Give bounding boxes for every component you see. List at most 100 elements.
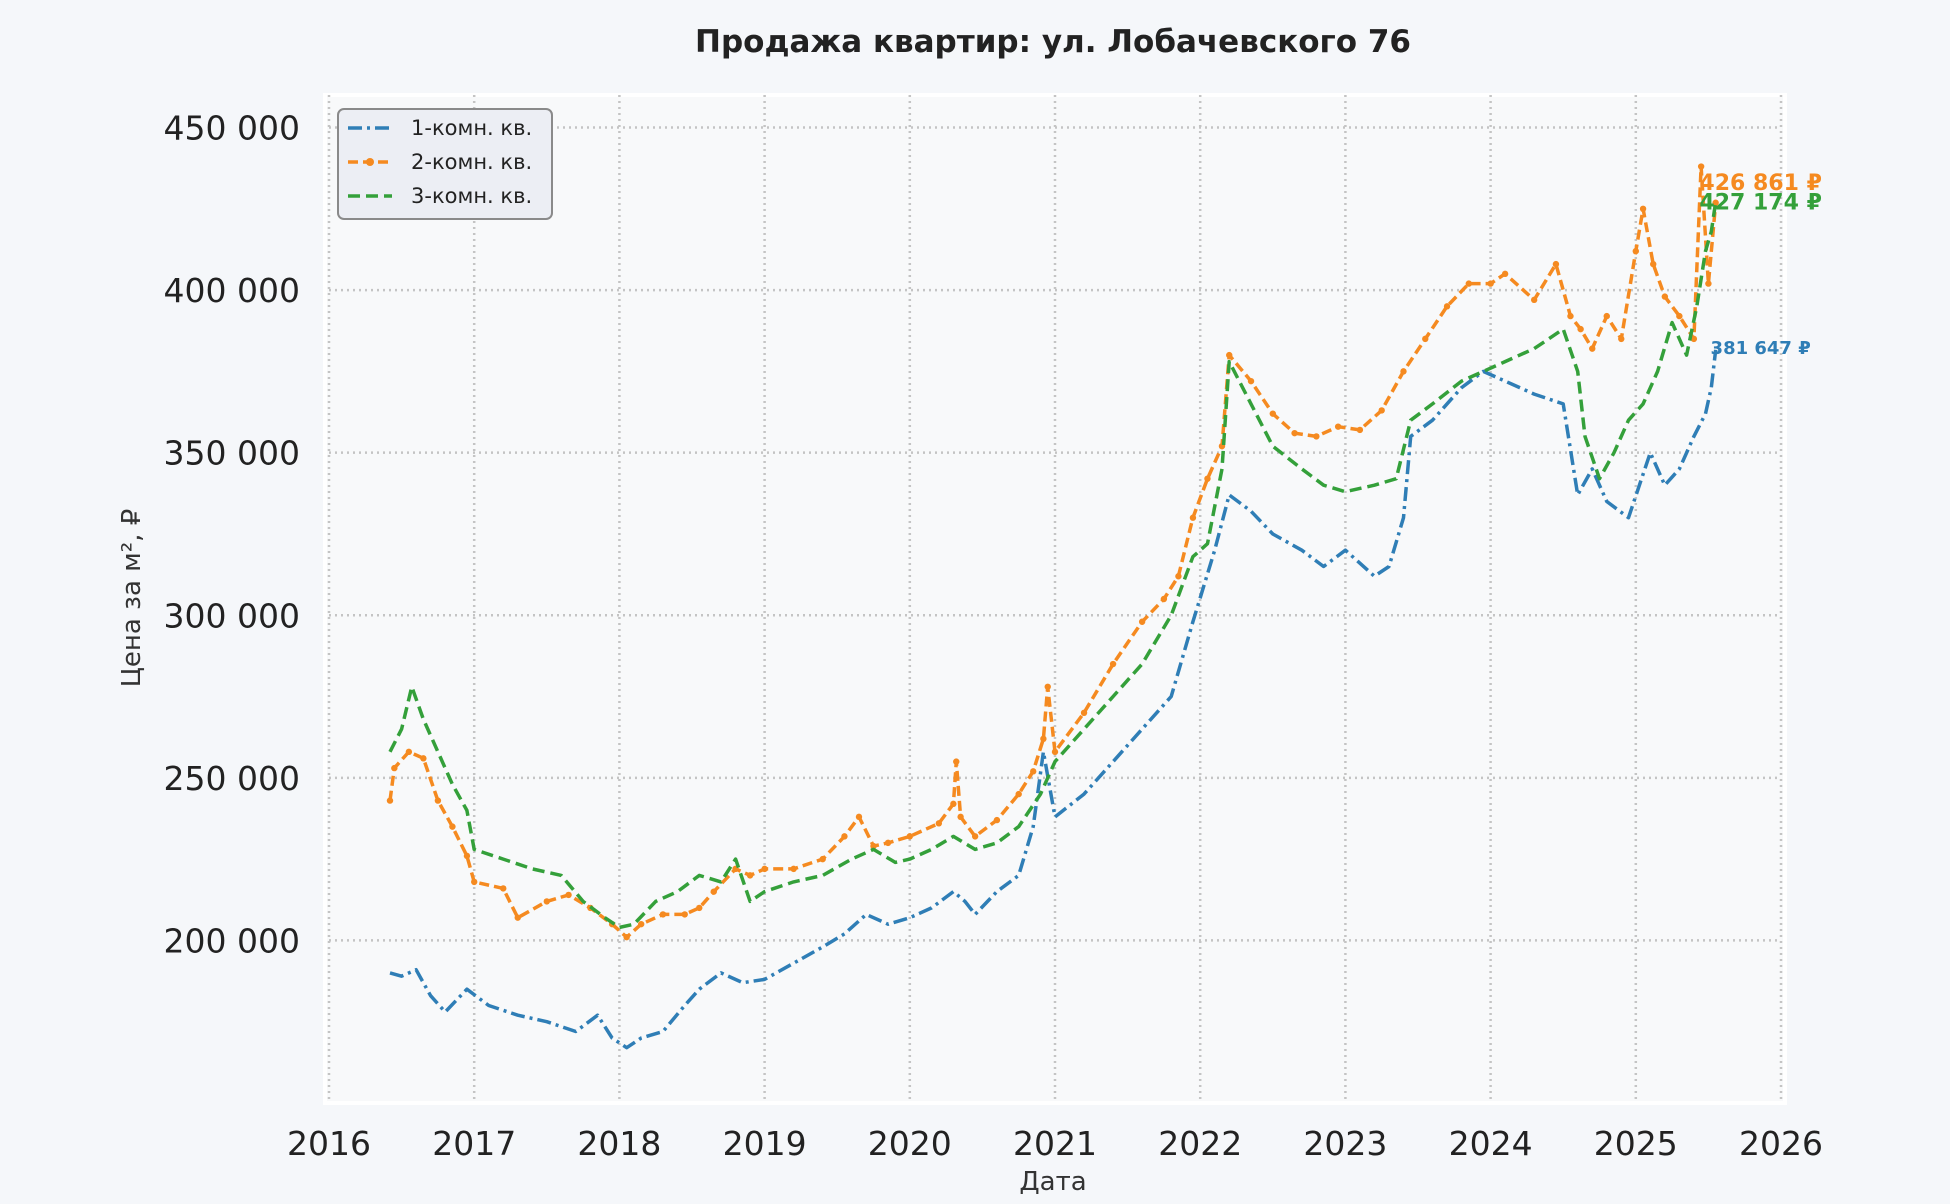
data-point: [1291, 429, 1298, 437]
data-point: [1487, 280, 1494, 287]
data-point: [993, 816, 1001, 824]
data-point: [1226, 351, 1233, 359]
x-tick-label: 2023: [1303, 1124, 1387, 1163]
x-tick-label: 2024: [1449, 1124, 1533, 1163]
data-point: [1712, 199, 1719, 206]
data-point: [1400, 368, 1407, 375]
legend-label: 1-комн. кв.: [411, 116, 532, 140]
data-point: [1334, 423, 1342, 430]
y-tick-label: 300 000: [164, 596, 300, 635]
data-point: [1080, 709, 1088, 717]
legend-box: [337, 108, 553, 220]
data-point: [681, 911, 688, 918]
data-point: [696, 904, 703, 912]
data-point: [623, 933, 630, 941]
data-point: [1650, 260, 1657, 268]
data-point: [463, 852, 471, 860]
data-point: [1603, 312, 1610, 320]
data-point: [710, 888, 717, 895]
x-tick-label: 2026: [1739, 1124, 1823, 1163]
data-point: [434, 797, 442, 804]
data-point: [884, 839, 892, 847]
data-point: [1109, 660, 1117, 668]
data-point: [543, 898, 550, 905]
data-point: [1189, 514, 1197, 521]
data-point: [1269, 410, 1277, 417]
data-point: [565, 891, 572, 899]
data-point: [386, 797, 394, 804]
data-point: [1589, 345, 1596, 352]
data-point: [1204, 475, 1211, 482]
data-point: [1618, 335, 1625, 343]
y-tick-label: 350 000: [164, 434, 300, 473]
data-point: [1422, 335, 1429, 343]
data-point: [449, 823, 456, 830]
data-point: [1247, 377, 1255, 385]
axis-ticks: 2016 2017 2018 2019 2020 2021 2022 2023 2024 2025…: [164, 109, 1823, 1163]
data-point: [906, 833, 913, 840]
data-point: [1313, 433, 1320, 440]
y-tick-label: 200 000: [164, 921, 300, 960]
data-point: [1175, 573, 1182, 580]
legend-label: 3-комн. кв.: [411, 184, 532, 208]
data-point: [1632, 247, 1640, 255]
data-point: [935, 820, 943, 827]
data-point: [1040, 735, 1047, 743]
data-point: [1378, 407, 1385, 414]
data-point: [1661, 293, 1669, 300]
series-layer: [386, 163, 1719, 1050]
legend-label: 2-комн. кв.: [411, 150, 532, 174]
end-value-label: 427 174 ₽: [1699, 191, 1821, 216]
data-point: [1138, 618, 1146, 625]
data-point: [1697, 163, 1705, 170]
data-point: [1501, 270, 1509, 278]
data-point: [1044, 683, 1051, 690]
data-point: [1577, 325, 1584, 333]
data-point: [1051, 748, 1059, 756]
series-line-1: [389, 349, 1718, 1050]
data-point: [855, 813, 863, 821]
y-tick-label: 250 000: [164, 759, 300, 798]
legend-marker: [366, 158, 374, 166]
chart-title: Продажа квартир: ул. Лобачевского 76: [695, 24, 1411, 60]
data-point: [1015, 790, 1022, 798]
y-axis-label: Цена за м², ₽: [117, 509, 147, 688]
data-point: [746, 872, 754, 879]
data-point: [391, 764, 398, 772]
data-point: [514, 914, 521, 921]
end-labels: 381 647 ₽ 426 861 ₽427 174 ₽: [1699, 171, 1821, 359]
data-point: [841, 833, 848, 840]
series-line-3: [388, 201, 1718, 930]
data-point: [1160, 595, 1168, 603]
x-tick-label: 2017: [432, 1124, 516, 1163]
x-axis-label: Дата: [1019, 1167, 1086, 1197]
data-point: [1530, 296, 1538, 304]
x-tick-label: 2025: [1594, 1124, 1678, 1163]
data-point: [790, 865, 797, 873]
data-point: [1443, 303, 1451, 310]
data-point: [420, 755, 427, 762]
data-point: [1705, 280, 1712, 287]
y-tick-label: 450 000: [164, 109, 300, 148]
data-point: [870, 842, 877, 850]
data-point: [637, 920, 645, 928]
x-tick-label: 2022: [1158, 1124, 1242, 1163]
grid: [327, 95, 1783, 1103]
data-point: [761, 865, 768, 873]
x-tick-label: 2018: [577, 1124, 661, 1163]
x-tick-label: 2020: [868, 1124, 952, 1163]
end-value-label: 426 861 ₽: [1699, 171, 1821, 196]
y-tick-label: 400 000: [164, 271, 300, 310]
data-point: [1690, 335, 1698, 343]
data-point: [953, 758, 960, 765]
data-point: [957, 813, 964, 821]
data-point: [659, 911, 667, 918]
data-point: [971, 833, 979, 840]
legend: 1-комн. кв. 2-комн. кв. 3-комн. кв.: [337, 108, 553, 220]
data-point: [500, 885, 507, 892]
data-point: [1552, 260, 1560, 268]
data-point: [1676, 312, 1683, 320]
data-point: [471, 878, 478, 886]
